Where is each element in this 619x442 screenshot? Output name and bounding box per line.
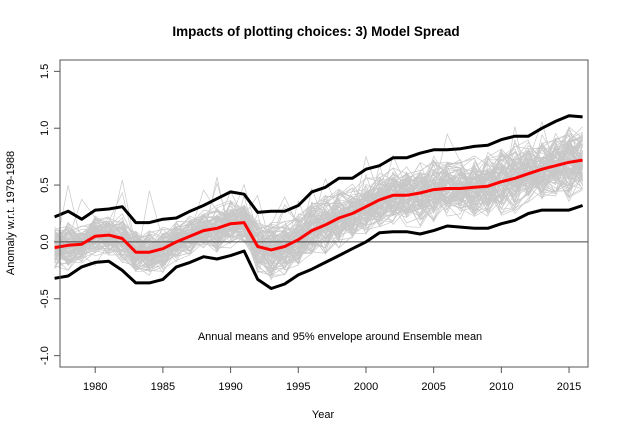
model-run-line [54,145,583,272]
y-tick-label: -0.5 [39,289,51,308]
model-run-line [54,144,583,258]
x-axis-label: Year [312,409,335,421]
model-run-line [54,138,583,276]
x-tick-label: 2005 [421,381,445,393]
model-run-line [54,154,583,276]
model-runs-group [54,120,583,281]
y-axis-label: Anomaly w.r.t. 1979-1988 [5,151,17,275]
x-tick-label: 1990 [218,381,242,393]
x-tick-label: 2015 [557,381,581,393]
annotation: Annual means and 95% envelope around Ens… [198,331,482,343]
model-run-line [54,142,583,261]
chart-title: Impacts of plotting choices: 3) Model Sp… [172,24,459,39]
y-axis: -1.0 -0.5 0.0 0.5 1.0 1.5 [39,64,60,365]
y-tick-label: 1.0 [39,121,51,136]
y-tick-label: 1.5 [39,64,51,79]
x-tick-label: 1985 [151,381,175,393]
model-run-line [54,140,583,265]
x-tick-label: 2000 [354,381,378,393]
x-axis: 1980 1985 1990 1995 2000 2005 2010 2015 [83,367,581,393]
envelope-upper-line [54,114,583,225]
model-run-line [54,139,583,269]
x-tick-label: 1980 [83,381,107,393]
series-group [54,114,584,290]
ensemble-mean-line [54,158,583,254]
envelope-lower-line [54,204,584,290]
x-tick-label: 2010 [489,381,513,393]
y-tick-label: 0.0 [39,234,51,249]
x-tick-label: 1995 [286,381,310,393]
y-tick-label: -1.0 [39,346,51,365]
plot-frame [59,59,589,368]
y-tick-label: 0.5 [39,177,51,192]
